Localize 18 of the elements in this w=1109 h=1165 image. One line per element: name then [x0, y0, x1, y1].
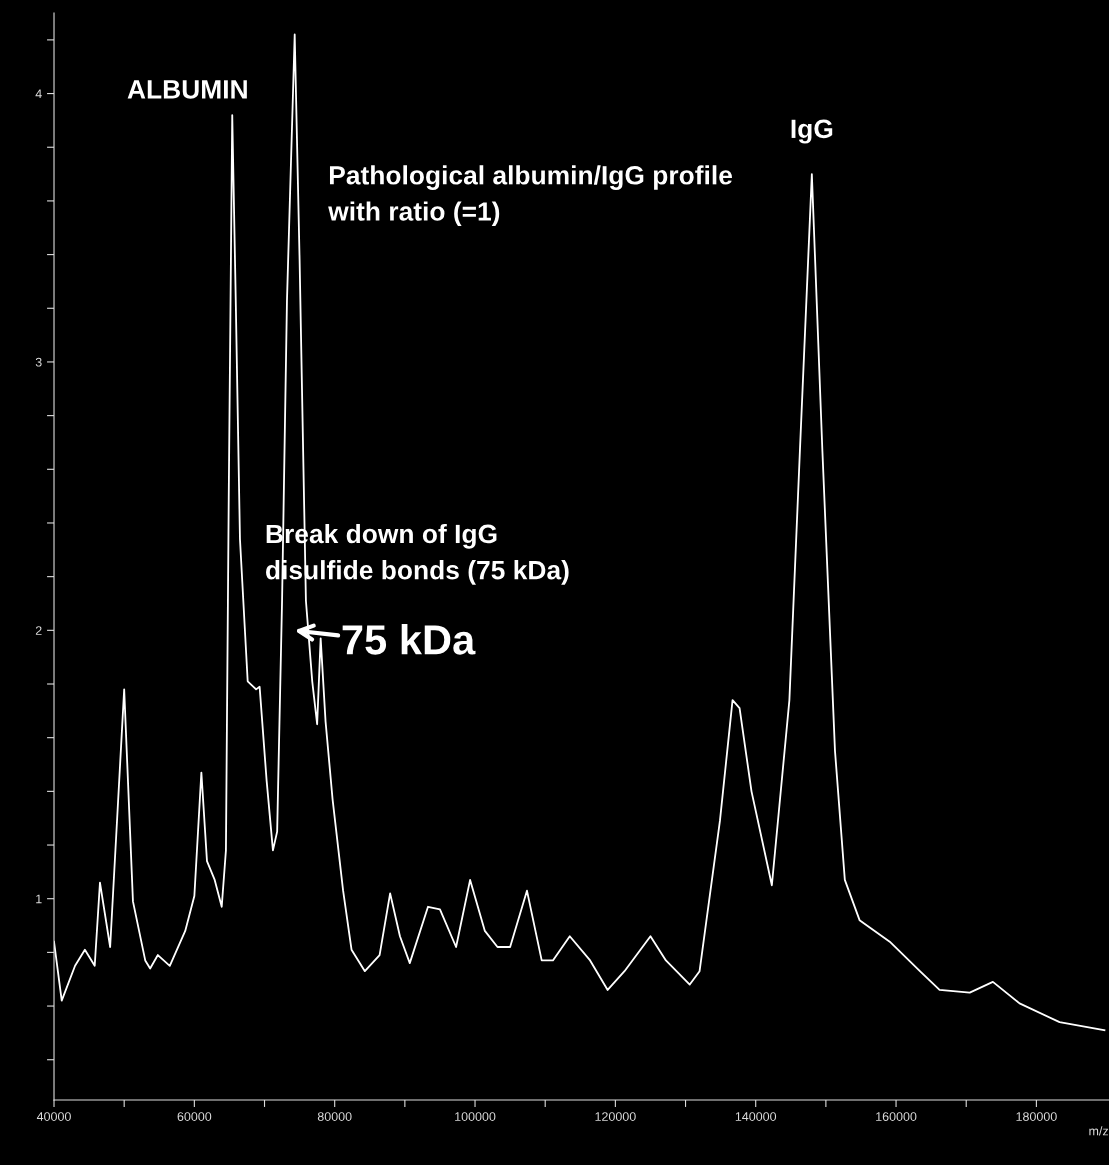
x-axis-title: m/z	[1089, 1126, 1109, 1136]
x-tick-label: 180000	[1016, 1112, 1057, 1121]
y-tick-label: 4	[35, 89, 42, 99]
y-tick-label: 3	[35, 357, 42, 367]
x-tick-label: 100000	[455, 1112, 496, 1121]
annotation: IgG	[791, 119, 833, 144]
x-tick-label: 40000	[36, 1112, 71, 1121]
x-tick-label: 140000	[735, 1112, 777, 1121]
annotation: Pathological albumin/IgG profile with ratio (=1)	[328, 165, 732, 227]
x-tick-label: 60000	[177, 1112, 212, 1121]
y-tick-label: 1	[36, 894, 42, 904]
line-series	[54, 33, 1106, 1032]
x-tick-label: 120000	[595, 1112, 636, 1121]
x-tick-label: 160000	[876, 1112, 917, 1121]
y-tick-label: 2	[35, 626, 42, 635]
annotation: 75 kDa	[342, 624, 476, 655]
annotation: ALBUMIN	[127, 80, 247, 99]
x-tick-label: 80000	[317, 1112, 352, 1121]
